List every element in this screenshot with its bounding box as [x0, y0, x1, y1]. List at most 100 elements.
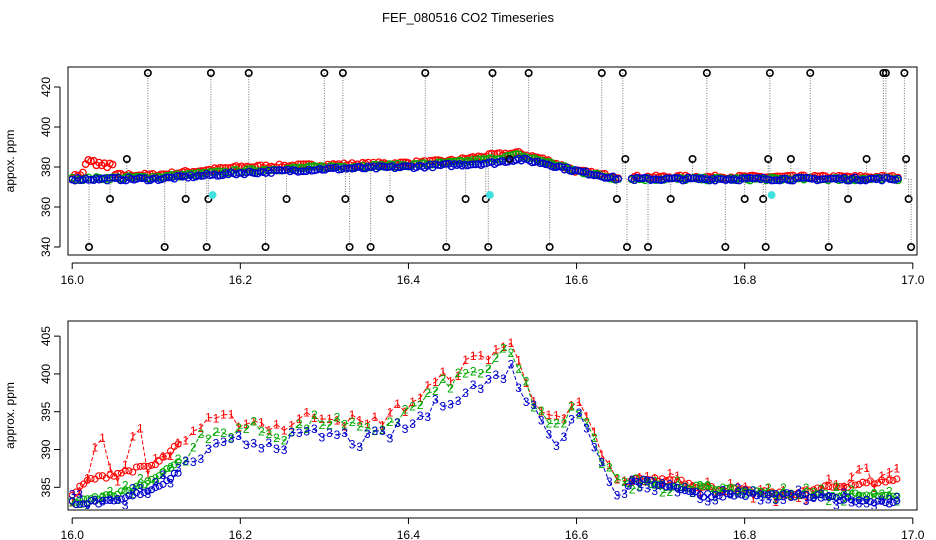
series-line	[253, 421, 262, 433]
data-marker: 2	[893, 495, 900, 509]
data-point	[159, 453, 167, 461]
data-point	[76, 482, 84, 490]
data-point	[148, 461, 156, 469]
data-point	[889, 499, 897, 507]
series-line	[624, 479, 633, 495]
data-point	[155, 482, 163, 490]
series-line	[533, 401, 542, 412]
series-line	[525, 401, 534, 406]
plot-frame	[67, 320, 918, 511]
data-point	[83, 495, 91, 503]
data-point	[151, 461, 159, 469]
series-line	[185, 460, 194, 463]
series-line	[359, 433, 368, 448]
series-line	[510, 352, 520, 370]
series-line	[510, 342, 520, 361]
data-point	[847, 496, 855, 504]
series-line	[359, 425, 368, 429]
outlier-point	[282, 195, 291, 204]
data-point	[326, 164, 335, 172]
series-line	[261, 431, 270, 435]
series-line	[101, 437, 111, 469]
data-point	[110, 497, 118, 505]
series-line	[124, 436, 134, 465]
outlier-point	[806, 69, 815, 78]
series-line	[495, 374, 504, 380]
series-line	[291, 431, 300, 434]
outlier-point	[345, 243, 354, 252]
data-point	[773, 176, 781, 185]
series-line	[798, 497, 807, 500]
data-point	[757, 487, 765, 495]
data-point	[399, 162, 407, 171]
series-line	[601, 462, 610, 483]
data-point	[80, 480, 88, 488]
series-line	[419, 392, 429, 406]
data-point	[106, 496, 114, 504]
data-point	[213, 172, 222, 180]
data-point	[340, 164, 348, 173]
series-line	[843, 489, 852, 502]
series-line	[647, 487, 655, 492]
series-line	[457, 392, 466, 402]
data-point	[855, 496, 863, 504]
series-line	[450, 372, 459, 389]
outlier-point	[488, 69, 497, 78]
series-line	[503, 347, 512, 354]
series-line	[601, 454, 610, 466]
data-point	[751, 174, 760, 183]
series-line	[367, 430, 375, 435]
series-line	[147, 458, 156, 475]
series-line	[495, 346, 504, 351]
data-point	[662, 483, 670, 491]
data-point	[393, 163, 402, 172]
series-line	[200, 433, 209, 440]
series-line	[586, 416, 595, 433]
series-line	[177, 440, 186, 444]
data-point	[794, 173, 803, 182]
series-line	[382, 430, 391, 440]
series-line	[260, 422, 270, 431]
data-point	[170, 442, 178, 450]
outlier-point	[461, 195, 470, 204]
series-line	[382, 421, 391, 431]
data-point	[881, 491, 890, 499]
data-point	[893, 497, 901, 505]
outlier-point	[666, 195, 675, 204]
data-point	[159, 480, 167, 488]
data-point	[719, 493, 727, 501]
series-line	[510, 364, 520, 389]
data-point	[770, 176, 779, 185]
data-point	[167, 464, 175, 472]
series-line	[480, 379, 489, 390]
series-line	[502, 364, 512, 380]
outlier-point	[341, 195, 350, 204]
data-point	[794, 490, 803, 498]
series-line	[503, 342, 512, 348]
data-point	[129, 468, 137, 476]
series-line	[450, 400, 459, 406]
data-point	[743, 174, 752, 182]
x-tick-label: 16.2	[229, 273, 253, 287]
outlier-point	[688, 155, 697, 164]
series-line	[246, 442, 254, 446]
data-marker: 2	[84, 499, 91, 513]
series-line	[367, 427, 376, 432]
x-tick-label: 16.0	[61, 528, 85, 540]
data-point	[723, 489, 731, 498]
data-point	[828, 493, 837, 501]
x-tick-label: 16.6	[565, 528, 589, 540]
y-tick-label: 390	[39, 439, 53, 459]
data-point	[334, 165, 343, 174]
data-point	[881, 499, 890, 507]
series-line	[215, 441, 224, 444]
cyan-outlier-point	[767, 191, 776, 199]
outlier-point	[618, 69, 627, 78]
y-axis-label: appox. ppm	[3, 130, 17, 193]
data-point	[536, 159, 545, 168]
data-point	[863, 479, 871, 487]
x-tick-label: 16.4	[397, 273, 421, 287]
data-point	[106, 174, 114, 182]
data-point	[847, 481, 855, 489]
data-point	[380, 163, 389, 171]
